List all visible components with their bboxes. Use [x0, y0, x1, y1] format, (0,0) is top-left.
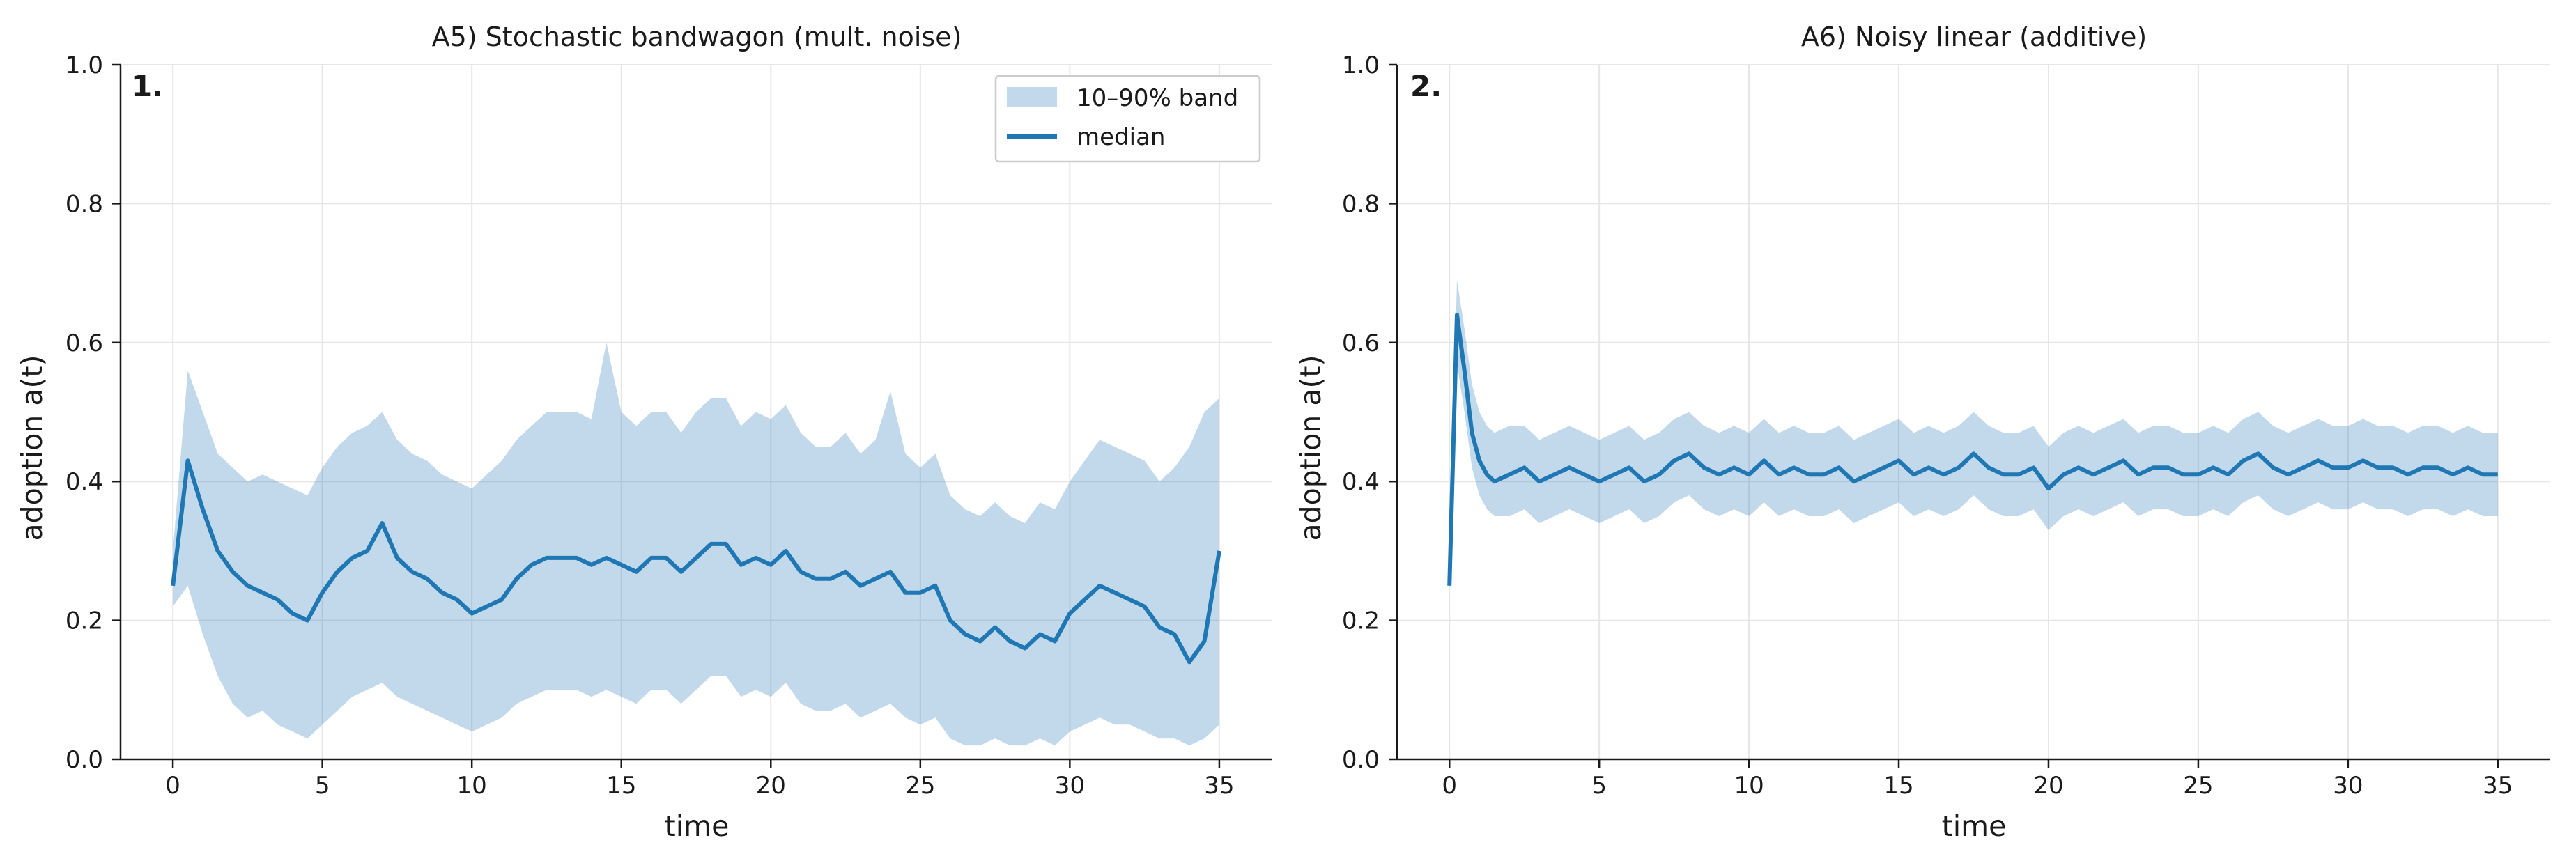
panel-title: A6) Noisy linear (additive): [1801, 22, 2147, 52]
band-10-90: [1449, 280, 2498, 586]
x-tick-label: 5: [315, 772, 330, 800]
y-tick-label: 0.6: [65, 329, 103, 357]
y-tick-label: 0.8: [65, 190, 103, 218]
y-tick-label: 0.8: [1342, 190, 1380, 218]
x-tick-label: 25: [2183, 772, 2213, 800]
x-tick-label: 0: [165, 772, 180, 800]
x-tick-label: 5: [1591, 772, 1607, 800]
x-tick-label: 15: [1883, 772, 1913, 800]
legend: 10–90% band median: [994, 75, 1261, 163]
y-tick-label: 0.4: [1342, 468, 1380, 496]
plot-area: 0 5 10 15 20 25 30 35 0.0 0.2 0.4 0.6 0.8 1.0: [65, 52, 1272, 800]
x-tick-label: 30: [2333, 772, 2363, 800]
legend-band-swatch: [1007, 87, 1057, 107]
x-tick-label: 35: [2483, 772, 2513, 800]
legend-band-label: 10–90% band: [1077, 84, 1238, 112]
band-10-90: [173, 342, 1219, 746]
x-tick-label: 10: [457, 772, 487, 800]
y-tick-label: 0.2: [1342, 607, 1380, 635]
panel-label: 2.: [1410, 69, 1442, 103]
y-tick-label: 0.0: [65, 746, 103, 774]
median-line: [1447, 312, 2498, 586]
median-line: [171, 458, 1221, 665]
y-tick-label: 0.2: [65, 607, 103, 635]
y-axis-label: adoption a(t): [1294, 355, 1327, 541]
x-axis-label: time: [665, 809, 730, 843]
panel-title: A5) Stochastic bandwagon (mult. noise): [432, 22, 962, 52]
x-tick-label: 30: [1055, 772, 1085, 800]
y-axis-label: adoption a(t): [15, 355, 49, 541]
legend-frame: [994, 75, 1261, 163]
x-axis-label: time: [1942, 809, 2007, 843]
panel-right: 0 5 10 15 20 25 30 35 0.0 0.2 0.4 0.6 0.8 1.0 A6) Noi…: [1294, 22, 2550, 843]
x-tick-label: 20: [756, 772, 786, 800]
panel-left: 0 5 10 15 20 25 30 35 0.0 0.2 0.4 0.6 0.8 1.0 A5) Sto…: [15, 22, 1272, 843]
y-tick-label: 0.0: [1342, 746, 1380, 774]
x-tick-label: 20: [2033, 772, 2063, 800]
legend-median-label: median: [1077, 123, 1165, 151]
panel-label: 1.: [132, 69, 163, 103]
x-tick-label: 10: [1734, 772, 1764, 800]
x-tick-label: 15: [606, 772, 636, 800]
x-tick-label: 25: [905, 772, 935, 800]
y-tick-label: 1.0: [1342, 52, 1380, 79]
y-tick-label: 0.4: [65, 468, 103, 496]
plot-area: 0 5 10 15 20 25 30 35 0.0 0.2 0.4 0.6 0.8 1.0: [1342, 52, 2550, 800]
y-tick-label: 1.0: [65, 52, 103, 79]
y-tick-label: 0.6: [1342, 329, 1380, 357]
x-tick-label: 35: [1204, 772, 1234, 800]
x-tick-label: 0: [1442, 772, 1457, 800]
